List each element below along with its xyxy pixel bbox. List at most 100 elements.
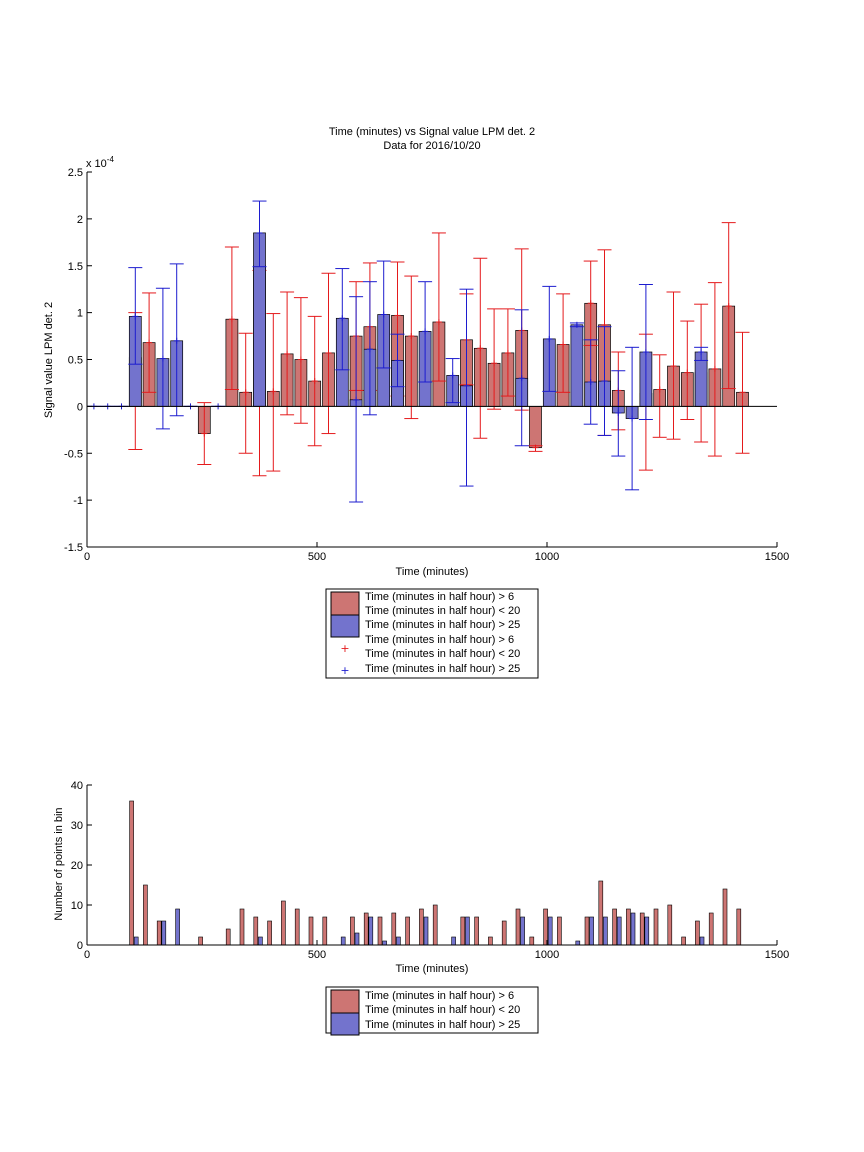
- blue-count-bar: [423, 916, 429, 946]
- hist-y-axis-label: Number of points in bin: [53, 807, 65, 920]
- histogram-legend: Time (minutes in half hour) > 6 Time (mi…: [325, 986, 539, 1036]
- y-tick-label: 0: [77, 401, 83, 413]
- red-count-bar: [143, 884, 148, 946]
- hist-legend-item-1: Time (minutes in half hour) > 6: [365, 990, 514, 1002]
- histogram-plot: 0 500 1000 1500 40 30 20 10 0 Time (minutes) Num…: [53, 780, 789, 975]
- signal-plot: Time (minutes) vs Signal value LPM det. …: [43, 126, 789, 578]
- red-count-bar: [626, 908, 631, 946]
- red-count-bar: [722, 888, 728, 946]
- hist-x-tick-label: 1000: [535, 949, 559, 961]
- blue-count-bar: [133, 936, 139, 946]
- hist-y-tick-label: 30: [71, 820, 83, 832]
- red-count-bar: [708, 912, 714, 946]
- red-count-bar: [363, 912, 369, 946]
- y-axis-label: Signal value LPM det. 2: [43, 302, 55, 418]
- red-count-bar: [294, 908, 300, 946]
- red-count-bar: [156, 920, 162, 946]
- hist-legend-box: [325, 986, 539, 1034]
- x-tick-label: 1500: [765, 551, 789, 563]
- red-count-bar: [529, 936, 535, 946]
- blue-count-bar: [520, 916, 525, 946]
- red-count-bar: [695, 920, 700, 946]
- blue-count-bar: [699, 936, 705, 946]
- y-tick-label: -0.5: [64, 448, 83, 460]
- red-count-bar: [639, 912, 645, 946]
- hist-legend-red-swatch: [330, 989, 360, 1014]
- hist-x-tick-label: 0: [84, 949, 90, 961]
- red-count-bar: [653, 908, 659, 946]
- red-count-bar: [488, 936, 493, 946]
- red-count-bar: [377, 916, 383, 946]
- legend-item-2: Time (minutes in half hour) < 20: [365, 605, 520, 617]
- hist-x-tick-label: 1500: [765, 949, 789, 961]
- blue-count-bar: [396, 936, 401, 946]
- red-count-bar: [267, 920, 272, 946]
- hist-legend-blue-swatch: [330, 1012, 360, 1036]
- red-count-bar: [460, 916, 466, 946]
- red-count-bar: [612, 908, 617, 946]
- histogram-bars: [129, 800, 742, 946]
- legend-red-bar-swatch: [330, 591, 360, 616]
- red-count-bar: [543, 908, 548, 946]
- red-count-bar: [681, 936, 686, 946]
- red-count-bar: [736, 908, 742, 946]
- red-count-bar: [405, 916, 410, 946]
- red-count-bar: [557, 916, 562, 946]
- red-count-bar: [474, 916, 479, 946]
- x-tick-label: 500: [308, 551, 326, 563]
- chart-title-line2: Data for 2016/10/20: [383, 140, 480, 152]
- blue-count-bar: [575, 940, 581, 946]
- y-tick-label: 2.5: [68, 167, 83, 179]
- red-count-bar: [322, 916, 328, 946]
- red-count-bar: [308, 916, 314, 946]
- y-tick-label: 1.5: [68, 261, 83, 273]
- blue-count-bar: [603, 916, 608, 946]
- legend-blue-bar-swatch: [330, 614, 360, 638]
- signal-axes: 0 500 1000 1500 2.5 2 1.5 1 0.5 0 -0.5 -1 -1.5: [64, 167, 789, 563]
- red-count-bar: [239, 908, 245, 946]
- x-tick-label: 1000: [535, 551, 559, 563]
- chart-title-line1: Time (minutes) vs Signal value LPM det. …: [329, 126, 535, 138]
- blue-count-bar: [382, 940, 387, 946]
- y-tick-label: -1: [73, 495, 83, 507]
- hist-y-tick-label: 40: [71, 780, 83, 792]
- x-axis-label: Time (minutes): [396, 566, 469, 578]
- red-count-bar: [253, 916, 259, 946]
- hist-y-tick-label: 20: [71, 860, 83, 872]
- blue-count-bar: [161, 920, 167, 946]
- y-tick-label: 0.5: [68, 355, 83, 367]
- blue-count-bar: [175, 908, 180, 946]
- blue-count-bar: [616, 916, 622, 946]
- y-exponent-power: -4: [107, 155, 115, 164]
- legend-item-5: Time (minutes in half hour) < 20: [365, 648, 520, 660]
- blue-count-bar: [547, 916, 553, 946]
- red-count-bar: [391, 912, 397, 946]
- blue-bar: [570, 324, 584, 407]
- x-tick-label: 0: [84, 551, 90, 563]
- legend-item-4: Time (minutes in half hour) > 6: [365, 634, 514, 646]
- red-count-bar: [584, 916, 590, 946]
- blue-count-bar: [451, 936, 456, 946]
- red-count-bar: [281, 900, 286, 946]
- y-tick-label: 2: [77, 214, 83, 226]
- legend-red-plus-marker: +: [340, 642, 349, 655]
- blue-count-bar: [368, 916, 374, 946]
- red-count-bar: [501, 920, 507, 946]
- y-tick-label: 1: [77, 308, 83, 320]
- red-count-bar: [350, 916, 355, 946]
- y-exponent-base: x 10: [86, 158, 107, 170]
- signal-legend: + + Time (minutes in half hour) > 6 Time…: [325, 588, 539, 679]
- legend-item-3: Time (minutes in half hour) > 25: [365, 619, 520, 631]
- red-count-bar: [667, 904, 673, 946]
- legend-item-6: Time (minutes in half hour) > 25: [365, 663, 520, 675]
- legend-box: [325, 588, 539, 679]
- blue-count-bar: [630, 912, 636, 946]
- blue-count-bar: [340, 936, 346, 946]
- hist-legend-item-3: Time (minutes in half hour) > 25: [365, 1019, 520, 1031]
- hist-legend-item-2: Time (minutes in half hour) < 20: [365, 1004, 520, 1016]
- red-count-bar: [419, 908, 424, 946]
- y-exponent-label: x 10-4: [86, 155, 114, 170]
- signal-bars: [86, 200, 750, 503]
